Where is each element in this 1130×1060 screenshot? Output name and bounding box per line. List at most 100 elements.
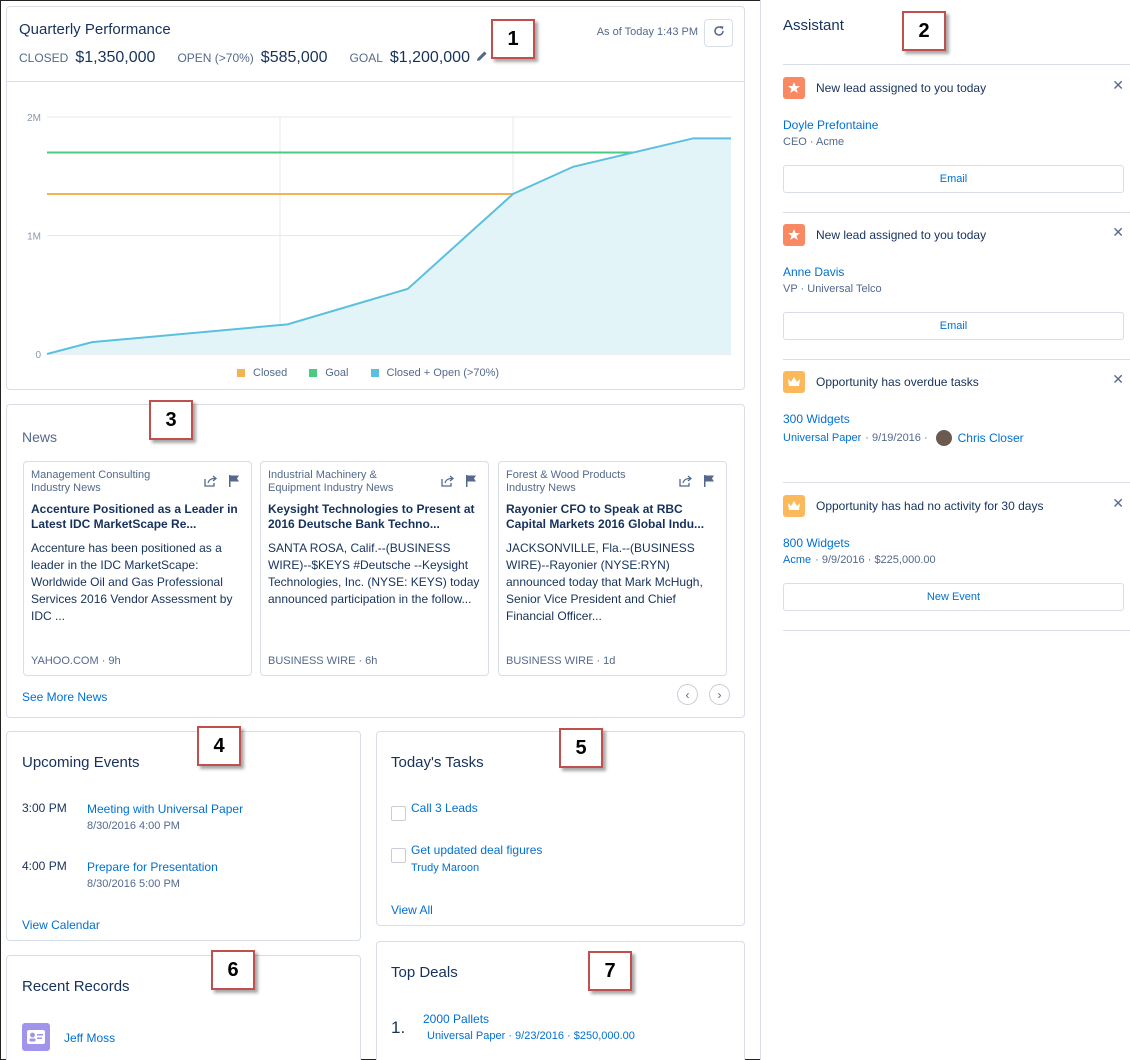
lead-icon bbox=[783, 77, 805, 99]
goal-value: $1,200,000 bbox=[389, 49, 470, 66]
task-checkbox[interactable] bbox=[391, 848, 406, 863]
share-icon[interactable] bbox=[679, 474, 693, 492]
close-icon[interactable]: ✕ bbox=[1112, 495, 1124, 511]
see-more-news-link[interactable]: See More News bbox=[22, 690, 108, 704]
performance-chart: 01M2MJulAugSep bbox=[27, 113, 731, 361]
series-line-closed-open-70- bbox=[46, 137, 731, 355]
news-headline[interactable]: Rayonier CFO to Speak at RBC Capital Mar… bbox=[506, 502, 705, 531]
recent-records-title: Recent Records bbox=[22, 978, 130, 995]
flag-icon[interactable] bbox=[704, 474, 715, 492]
email-button[interactable]: Email bbox=[783, 312, 1124, 340]
share-icon[interactable] bbox=[441, 474, 455, 492]
share-icon[interactable] bbox=[204, 474, 218, 492]
contact-card-icon bbox=[22, 1023, 50, 1051]
news-next-button[interactable]: › bbox=[709, 684, 730, 705]
performance-metrics: CLOSED $1,350,000 OPEN (>70%) $585,000 G… bbox=[19, 49, 488, 67]
assistant-separator bbox=[783, 630, 1130, 631]
callout-1: 1 bbox=[491, 19, 535, 59]
view-all-tasks-link[interactable]: View All bbox=[391, 903, 433, 917]
news-headline[interactable]: Accenture Positioned as a Leader in Late… bbox=[31, 502, 238, 531]
flag-icon[interactable] bbox=[466, 474, 477, 492]
top-deals-card: Top Deals 1. 2000 Pallets Universal Pape… bbox=[376, 941, 745, 1060]
assistant-separator bbox=[783, 359, 1130, 360]
event-date: 8/30/2016 4:00 PM bbox=[87, 820, 180, 832]
deal-name-link[interactable]: 2000 Pallets bbox=[423, 1012, 490, 1026]
top-deals-title: Top Deals bbox=[391, 964, 458, 981]
assistant-item-heading: New lead assigned to you today bbox=[816, 228, 987, 242]
news-summary: SANTA ROSA, Calif.--(BUSINESS WIRE)--$KE… bbox=[268, 541, 480, 606]
legend-label: Goal bbox=[325, 367, 349, 379]
news-source: Management Consulting Industry News bbox=[31, 469, 151, 494]
assistant-item-heading: Opportunity has had no activity for 30 d… bbox=[816, 499, 1044, 513]
recent-records-card: Recent Records Jeff Moss bbox=[6, 955, 361, 1060]
close-icon[interactable]: ✕ bbox=[1112, 371, 1124, 387]
closed-value: $1,350,000 bbox=[75, 49, 156, 66]
y-tick-label: 1M bbox=[27, 232, 41, 243]
news-summary: Accenture has been positioned as a leade… bbox=[31, 541, 233, 623]
refresh-icon bbox=[713, 24, 725, 42]
event-time: 4:00 PM bbox=[22, 859, 67, 873]
assistant-item: New lead assigned to you today ✕ Anne Davi… bbox=[783, 224, 1124, 354]
series-area-fill bbox=[47, 138, 731, 354]
lead-icon bbox=[783, 224, 805, 246]
chart-legend: Closed Goal Closed + Open (>70%) bbox=[237, 367, 521, 379]
close-icon[interactable]: ✕ bbox=[1112, 77, 1124, 93]
assistant-record-link[interactable]: Anne Davis bbox=[783, 265, 845, 279]
card-divider bbox=[7, 81, 744, 82]
news-article-card[interactable]: Industrial Machinery & Equipment Industr… bbox=[260, 461, 489, 676]
task-link[interactable]: Call 3 Leads bbox=[411, 801, 478, 815]
crown-icon bbox=[783, 371, 805, 393]
performance-title: Quarterly Performance bbox=[19, 21, 171, 38]
task-related-link[interactable]: Trudy Maroon bbox=[411, 862, 480, 874]
recent-record-link[interactable]: Jeff Moss bbox=[64, 1031, 116, 1045]
news-card: News See More News ‹ › Management Consul… bbox=[6, 404, 745, 718]
legend-swatch bbox=[309, 369, 318, 377]
flag-icon[interactable] bbox=[229, 474, 240, 492]
upcoming-events-card: Upcoming Events View Calendar 3:00 PM Mee… bbox=[6, 731, 361, 941]
news-article-card[interactable]: Forest & Wood Products Industry News Rayo… bbox=[498, 461, 727, 676]
assistant-record-link[interactable]: Doyle Prefontaine bbox=[783, 118, 879, 132]
event-link[interactable]: Prepare for Presentation bbox=[87, 860, 218, 874]
news-article-card[interactable]: Management Consulting Industry News Accen… bbox=[23, 461, 252, 676]
refresh-button[interactable] bbox=[704, 19, 733, 47]
callout-3: 3 bbox=[149, 400, 193, 440]
goal-label: GOAL bbox=[349, 51, 383, 65]
legend-swatch bbox=[370, 369, 379, 377]
closed-label: CLOSED bbox=[19, 51, 69, 65]
deal-details-text[interactable]: Universal Paper · 9/23/2016 · $250,000.0… bbox=[427, 1030, 635, 1042]
assistant-separator bbox=[783, 482, 1130, 483]
assistant-separator bbox=[783, 64, 1130, 65]
new-event-button[interactable]: New Event bbox=[783, 583, 1124, 611]
callout-4: 4 bbox=[197, 726, 241, 766]
as-of-timestamp: As of Today 1:43 PM bbox=[596, 26, 698, 38]
event-link[interactable]: Meeting with Universal Paper bbox=[87, 802, 244, 816]
open-value: $585,000 bbox=[260, 49, 328, 66]
pencil-icon[interactable] bbox=[476, 50, 488, 65]
task-checkbox[interactable] bbox=[391, 806, 406, 821]
assistant-item-details: Universal Paper · 9/19/2016 · Chris Closer bbox=[783, 430, 1024, 446]
legend-item[interactable]: Closed bbox=[237, 367, 287, 379]
tasks-title: Today's Tasks bbox=[391, 754, 484, 771]
callout-2: 2 bbox=[902, 11, 946, 51]
account-link[interactable]: Universal Paper bbox=[783, 432, 862, 444]
task-link[interactable]: Get updated deal figures bbox=[411, 843, 543, 857]
news-prev-button[interactable]: ‹ bbox=[677, 684, 698, 705]
legend-item[interactable]: Closed + Open (>70%) bbox=[370, 367, 499, 379]
owner-link[interactable]: Chris Closer bbox=[957, 431, 1024, 445]
crown-icon bbox=[783, 495, 805, 517]
email-button[interactable]: Email bbox=[783, 165, 1124, 193]
legend-item[interactable]: Goal bbox=[309, 367, 349, 379]
event-time: 3:00 PM bbox=[22, 801, 67, 815]
news-source: Industrial Machinery & Equipment Industr… bbox=[268, 469, 394, 494]
events-title: Upcoming Events bbox=[22, 754, 140, 771]
assistant-record-link[interactable]: 800 Widgets bbox=[783, 536, 850, 550]
chevron-right-icon: › bbox=[717, 687, 722, 702]
news-summary: JACKSONVILLE, Fla.--(BUSINESS WIRE)--Ray… bbox=[506, 541, 703, 623]
news-headline[interactable]: Keysight Technologies to Present at 2016… bbox=[268, 502, 475, 531]
assistant-record-link[interactable]: 300 Widgets bbox=[783, 412, 850, 426]
view-calendar-link[interactable]: View Calendar bbox=[22, 918, 100, 932]
y-tick-label: 2M bbox=[27, 113, 41, 124]
account-link[interactable]: Acme bbox=[783, 554, 812, 566]
assistant-item: New lead assigned to you today ✕ Doyle Pre… bbox=[783, 77, 1124, 207]
close-icon[interactable]: ✕ bbox=[1112, 224, 1124, 240]
